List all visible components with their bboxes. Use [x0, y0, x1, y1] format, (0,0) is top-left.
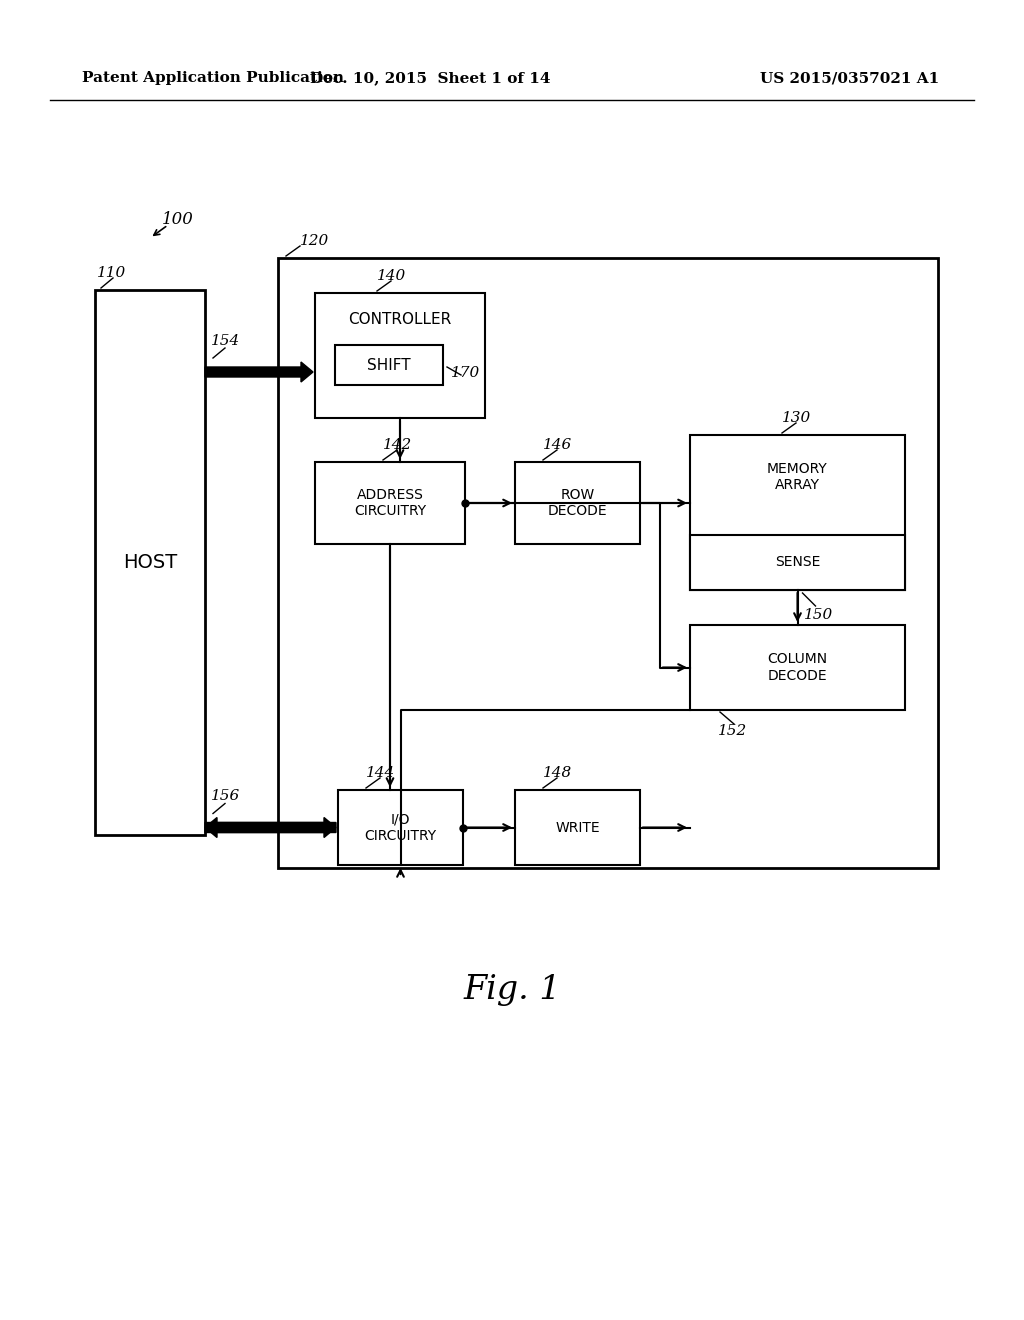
Bar — [95, 290, 205, 836]
Bar — [515, 789, 640, 865]
Text: SENSE: SENSE — [775, 556, 820, 569]
Text: Fig. 1: Fig. 1 — [463, 974, 561, 1006]
Text: 170: 170 — [451, 366, 480, 380]
Text: 100: 100 — [162, 211, 194, 228]
Text: WRITE: WRITE — [555, 821, 600, 834]
Text: 140: 140 — [377, 269, 407, 282]
Bar — [690, 535, 905, 590]
Text: COLUMN
DECODE: COLUMN DECODE — [767, 652, 827, 682]
Text: 150: 150 — [804, 609, 833, 622]
Text: 146: 146 — [543, 438, 572, 451]
Text: 154: 154 — [211, 334, 241, 348]
Text: ROW
DECODE: ROW DECODE — [548, 488, 607, 519]
Text: 120: 120 — [300, 234, 330, 248]
Text: Dec. 10, 2015  Sheet 1 of 14: Dec. 10, 2015 Sheet 1 of 14 — [309, 71, 550, 84]
Text: CONTROLLER: CONTROLLER — [348, 312, 452, 326]
Text: SHIFT: SHIFT — [368, 358, 411, 372]
Bar — [335, 345, 443, 385]
Text: US 2015/0357021 A1: US 2015/0357021 A1 — [760, 71, 939, 84]
Bar — [690, 436, 905, 590]
Bar — [315, 293, 485, 418]
Text: 152: 152 — [718, 723, 748, 738]
Text: 156: 156 — [211, 789, 241, 804]
Text: 110: 110 — [97, 267, 126, 280]
FancyArrow shape — [205, 362, 313, 381]
Text: I/O
CIRCUITRY: I/O CIRCUITRY — [365, 812, 436, 842]
Bar — [515, 462, 640, 544]
FancyArrow shape — [205, 817, 336, 837]
FancyArrow shape — [205, 817, 336, 837]
Text: ADDRESS
CIRCUITRY: ADDRESS CIRCUITRY — [354, 488, 426, 519]
Bar — [338, 789, 463, 865]
Text: HOST: HOST — [123, 553, 177, 572]
Text: 142: 142 — [383, 438, 413, 451]
Text: 130: 130 — [782, 411, 811, 425]
Bar — [690, 624, 905, 710]
Bar — [278, 257, 938, 869]
Text: MEMORY
ARRAY: MEMORY ARRAY — [767, 462, 827, 492]
Bar — [315, 462, 465, 544]
Text: Patent Application Publication: Patent Application Publication — [82, 71, 344, 84]
Text: 144: 144 — [366, 766, 395, 780]
Text: 148: 148 — [543, 766, 572, 780]
